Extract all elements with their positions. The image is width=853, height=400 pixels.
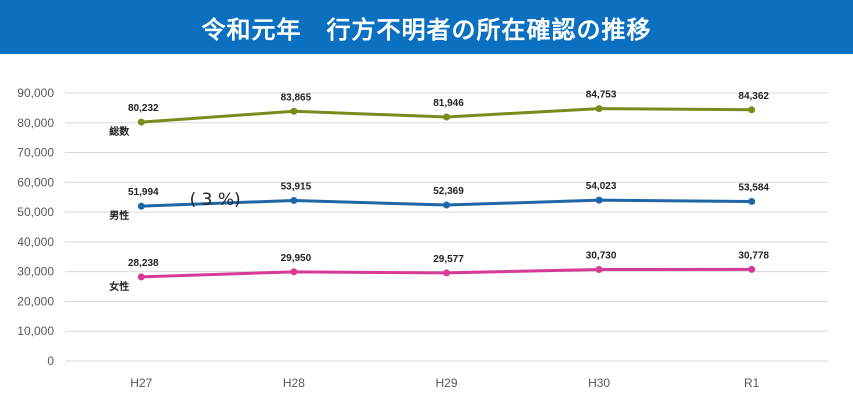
title-bar: 令和元年 行方不明者の所在確認の推移	[0, 0, 853, 54]
chart-annotation: ( 3 %)	[190, 190, 241, 210]
data-label: 51,994	[128, 187, 159, 198]
data-point	[443, 113, 450, 121]
x-tick-label: H29	[435, 376, 457, 390]
data-label: 84,362	[738, 91, 769, 102]
data-label: 84,753	[586, 90, 617, 101]
data-label: 52,369	[433, 186, 464, 197]
data-point	[748, 197, 756, 205]
data-label: 30,778	[738, 250, 769, 261]
y-axis-ticks: 0 10,000 20,000 30,000 40,000 50,000 60,000 70,…	[17, 86, 54, 368]
data-point	[595, 105, 603, 113]
y-tick-label: 30,000	[17, 265, 54, 279]
data-point	[595, 196, 603, 204]
data-label: 53,584	[738, 182, 769, 193]
x-tick-label: H30	[588, 376, 610, 390]
chart-title: 令和元年 行方不明者の所在確認の推移	[201, 15, 652, 44]
y-tick-label: 80,000	[17, 116, 54, 130]
data-label: 83,865	[281, 92, 312, 103]
data-label: 81,946	[433, 98, 464, 109]
data-point	[595, 265, 603, 273]
y-tick-label: 40,000	[17, 235, 54, 249]
y-tick-label: 90,000	[17, 86, 54, 100]
data-point	[137, 202, 145, 210]
y-tick-label: 60,000	[17, 175, 54, 189]
data-label: 29,577	[433, 254, 464, 265]
x-axis-ticks: H27 H28 H29 H30 R1	[130, 376, 759, 390]
data-label: 28,238	[128, 258, 159, 269]
x-tick-label: H27	[130, 376, 152, 390]
y-tick-label: 0	[47, 354, 54, 368]
series-name-label: 女性	[109, 280, 129, 293]
data-labels: 80,232 83,865 81,946 84,753 84,362 総数 51,994 53…	[109, 90, 769, 293]
y-tick-label: 20,000	[17, 294, 54, 308]
series-name-label: 男性	[109, 209, 129, 222]
data-point	[290, 196, 298, 204]
y-tick-label: 10,000	[17, 324, 54, 338]
data-label: 29,950	[281, 253, 312, 264]
data-point	[137, 273, 145, 281]
data-label: 80,232	[128, 103, 159, 114]
data-label: 30,730	[586, 250, 617, 261]
data-point	[748, 106, 756, 114]
data-point	[443, 201, 450, 209]
series-name-label: 総数	[109, 125, 130, 138]
data-point	[290, 268, 298, 276]
gridlines	[65, 92, 828, 362]
data-point	[443, 269, 450, 277]
x-tick-label: H28	[283, 376, 305, 390]
data-point	[137, 118, 145, 126]
data-label: 53,915	[281, 181, 312, 192]
y-tick-label: 50,000	[17, 205, 54, 219]
x-tick-label: R1	[744, 376, 760, 390]
line-chart: 0 10,000 20,000 30,000 40,000 50,000 60,000 70,…	[17, 86, 828, 390]
data-point	[290, 107, 298, 115]
series-lines	[137, 105, 756, 281]
data-label: 54,023	[586, 181, 617, 192]
data-point	[748, 265, 756, 273]
y-tick-label: 70,000	[17, 146, 54, 160]
